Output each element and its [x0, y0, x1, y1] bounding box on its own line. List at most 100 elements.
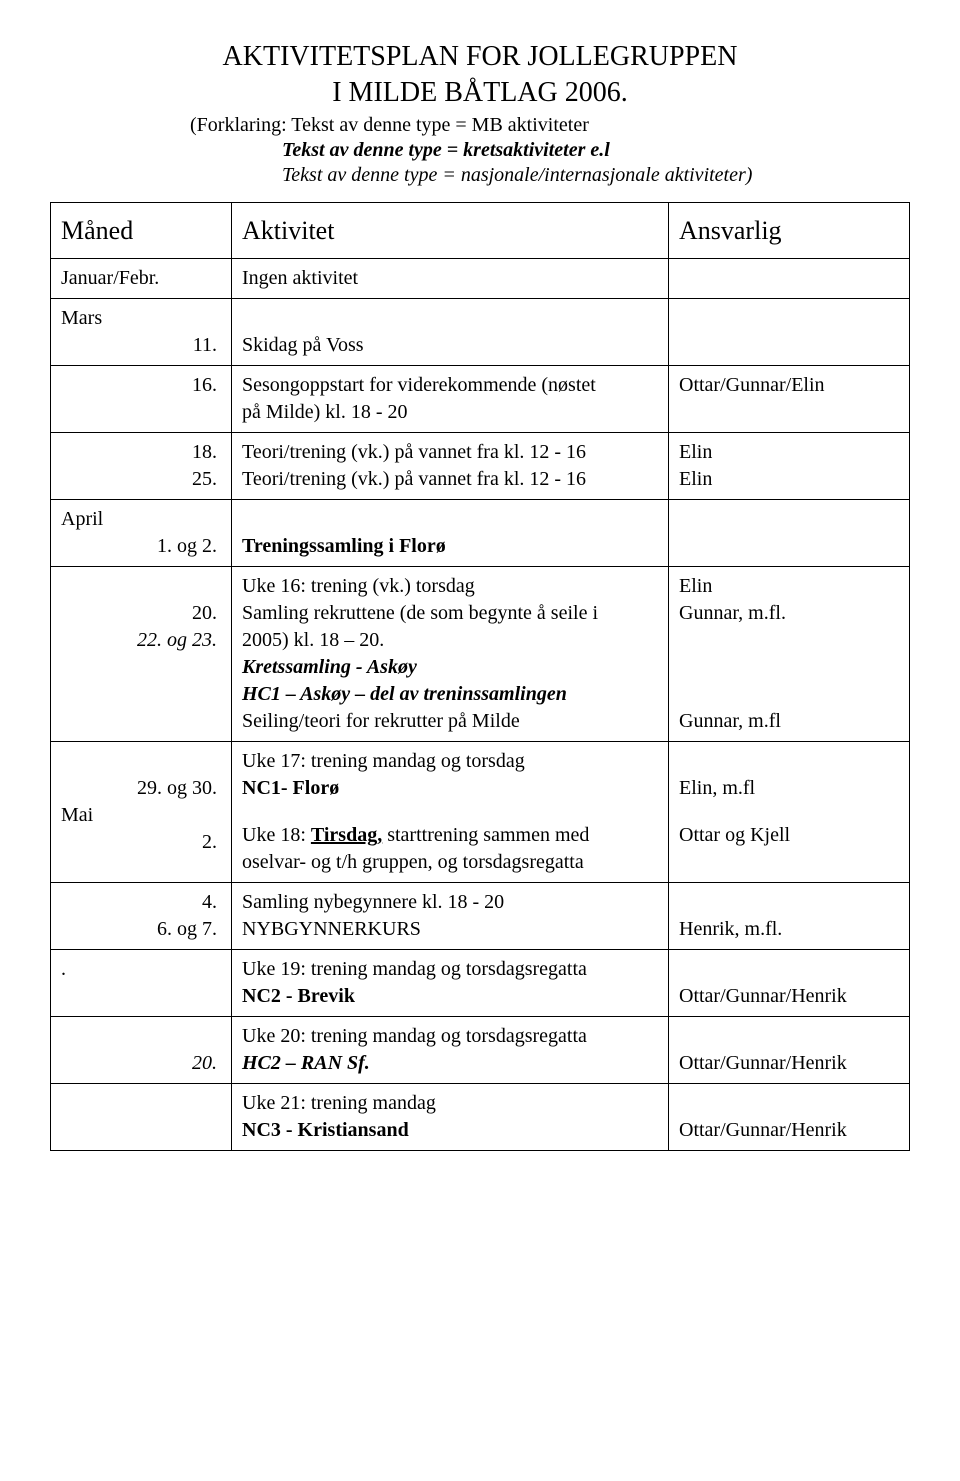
- activity-cell: Uke 21: trening mandag NC3 - Kristiansan…: [232, 1084, 669, 1151]
- resp-cell: Ottar/Gunnar/Henrik: [669, 950, 910, 1017]
- activity-cell: Ingen aktivitet: [232, 259, 669, 299]
- resp-text: Ottar og Kjell: [679, 822, 899, 849]
- page-title-line1: AKTIVITETSPLAN FOR JOLLEGRUPPEN: [50, 40, 910, 74]
- date-num: 22. og 23.: [61, 627, 221, 654]
- month-cell: Mars 11.: [51, 299, 232, 366]
- activity-cell: Skidag på Voss: [232, 299, 669, 366]
- resp-cell: Ottar/Gunnar/Elin: [669, 366, 910, 433]
- month-label: Mai: [61, 802, 221, 829]
- activity-cell: Uke 17: trening mandag og torsdag NC1- F…: [232, 742, 669, 883]
- hdr-activity: Aktivitet: [232, 203, 669, 259]
- month-cell: 20.: [51, 1017, 232, 1084]
- activity-cell: Samling nybegynnere kl. 18 - 20 NYBGYNNE…: [232, 883, 669, 950]
- activity-text: HC2 – RAN Sf.: [242, 1050, 658, 1077]
- activity-text: Uke 17: trening mandag og torsdag: [242, 748, 658, 775]
- activity-text: Kretssamling - Askøy: [242, 654, 658, 681]
- month-label: April: [61, 506, 221, 533]
- activity-text: NYBGYNNERKURS: [242, 916, 658, 943]
- explain-nasjonal: Tekst av denne type = nasjonale/internas…: [282, 163, 910, 188]
- table-row: Uke 21: trening mandag NC3 - Kristiansan…: [51, 1084, 910, 1151]
- table-row: 4. 6. og 7. Samling nybegynnere kl. 18 -…: [51, 883, 910, 950]
- explanation-block: (Forklaring: Tekst av denne type = MB ak…: [190, 113, 910, 188]
- resp-cell: Elin Gunnar, m.fl. Gunnar, m.fl: [669, 567, 910, 742]
- date-num: 29. og 30.: [61, 775, 221, 802]
- date-num: 20.: [61, 600, 221, 627]
- date-num: 1. og 2.: [61, 533, 221, 560]
- month-cell: 4. 6. og 7.: [51, 883, 232, 950]
- resp-cell: [669, 299, 910, 366]
- month-cell: April 1. og 2.: [51, 500, 232, 567]
- resp-cell: Ottar/Gunnar/Henrik: [669, 1017, 910, 1084]
- activity-text: Uke 18: Tirsdag, starttrening sammen med: [242, 822, 658, 849]
- resp-text: Elin: [679, 439, 899, 466]
- activity-cell: Uke 16: trening (vk.) torsdag Samling re…: [232, 567, 669, 742]
- activity-text: Seiling/teori for rekrutter på Milde: [242, 708, 658, 735]
- activity-cell: Uke 19: trening mandag og torsdagsregatt…: [232, 950, 669, 1017]
- page-title-line2: I MILDE BÅTLAG 2006.: [50, 76, 910, 110]
- month-cell: 18. 25.: [51, 433, 232, 500]
- activity-table: Måned Aktivitet Ansvarlig Januar/Febr. I…: [50, 202, 910, 1151]
- activity-text: Samling nybegynnere kl. 18 - 20: [242, 889, 658, 916]
- hdr-month: Måned: [51, 203, 232, 259]
- resp-text: Ottar/Gunnar/Henrik: [679, 1119, 847, 1141]
- date-num: 6. og 7.: [61, 916, 221, 943]
- activity-text: Uke 20: trening mandag og torsdagsregatt…: [242, 1023, 658, 1050]
- date-num: 4.: [61, 889, 221, 916]
- activity-text: HC1 – Askøy – del av treninssamlingen: [242, 681, 658, 708]
- month-cell: Januar/Febr.: [51, 259, 232, 299]
- date-num: 20.: [61, 1050, 221, 1077]
- explain-krets: Tekst av denne type = kretsaktiviteter e…: [282, 138, 910, 163]
- resp-cell: [669, 500, 910, 567]
- table-row: Januar/Febr. Ingen aktivitet: [51, 259, 910, 299]
- activity-cell: Teori/trening (vk.) på vannet fra kl. 12…: [232, 433, 669, 500]
- table-row: Mars 11. Skidag på Voss: [51, 299, 910, 366]
- activity-text-part: starttrening sammen med: [382, 824, 589, 846]
- month-label: Mars: [61, 305, 221, 332]
- table-header-row: Måned Aktivitet Ansvarlig: [51, 203, 910, 259]
- resp-text: Henrik, m.fl.: [679, 918, 782, 940]
- month-cell: [51, 1084, 232, 1151]
- resp-text: Gunnar, m.fl: [679, 708, 899, 735]
- activity-text: på Milde) kl. 18 - 20: [242, 399, 658, 426]
- hdr-resp: Ansvarlig: [669, 203, 910, 259]
- resp-text: Gunnar, m.fl.: [679, 600, 899, 627]
- month-cell: 16.: [51, 366, 232, 433]
- activity-text: NC2 - Brevik: [242, 983, 658, 1010]
- activity-text-part: Uke 18:: [242, 824, 311, 846]
- month-cell: 29. og 30. Mai 2.: [51, 742, 232, 883]
- month-cell: .: [51, 950, 232, 1017]
- resp-text: Ottar/Gunnar/Henrik: [679, 1052, 847, 1074]
- resp-text: Elin, m.fl: [679, 775, 899, 802]
- activity-cell: Sesongoppstart for viderekommende (nøste…: [232, 366, 669, 433]
- table-row: 18. 25. Teori/trening (vk.) på vannet fr…: [51, 433, 910, 500]
- table-row: April 1. og 2. Treningssamling i Florø: [51, 500, 910, 567]
- activity-text: Uke 21: trening mandag: [242, 1090, 658, 1117]
- activity-text: Uke 16: trening (vk.) torsdag: [242, 573, 658, 600]
- resp-cell: Ottar/Gunnar/Henrik: [669, 1084, 910, 1151]
- activity-text: Treningssamling i Florø: [242, 535, 446, 557]
- date-num: 18.: [61, 439, 221, 466]
- month-cell: 20. 22. og 23.: [51, 567, 232, 742]
- activity-text: NC3 - Kristiansand: [242, 1117, 658, 1144]
- date-num: 11.: [61, 332, 221, 359]
- resp-text: Elin: [679, 466, 899, 493]
- activity-text: Skidag på Voss: [242, 334, 364, 356]
- resp-cell: Elin Elin: [669, 433, 910, 500]
- activity-text: Uke 19: trening mandag og torsdagsregatt…: [242, 956, 658, 983]
- table-row: 29. og 30. Mai 2. Uke 17: trening mandag…: [51, 742, 910, 883]
- activity-text: Teori/trening (vk.) på vannet fra kl. 12…: [242, 439, 658, 466]
- date-num: 2.: [61, 829, 221, 856]
- date-num: 25.: [61, 466, 221, 493]
- resp-cell: Elin, m.fl Ottar og Kjell: [669, 742, 910, 883]
- activity-text-underline: Tirsdag,: [311, 824, 382, 846]
- activity-text: Teori/trening (vk.) på vannet fra kl. 12…: [242, 466, 658, 493]
- resp-cell: [669, 259, 910, 299]
- table-row: 20. 22. og 23. Uke 16: trening (vk.) tor…: [51, 567, 910, 742]
- table-row: 16. Sesongoppstart for viderekommende (n…: [51, 366, 910, 433]
- activity-text: Sesongoppstart for viderekommende (nøste…: [242, 372, 658, 399]
- resp-text: Elin: [679, 573, 899, 600]
- activity-text: NC1- Florø: [242, 775, 658, 802]
- table-row: 20. Uke 20: trening mandag og torsdagsre…: [51, 1017, 910, 1084]
- table-row: . Uke 19: trening mandag og torsdagsrega…: [51, 950, 910, 1017]
- activity-text: 2005) kl. 18 – 20.: [242, 627, 658, 654]
